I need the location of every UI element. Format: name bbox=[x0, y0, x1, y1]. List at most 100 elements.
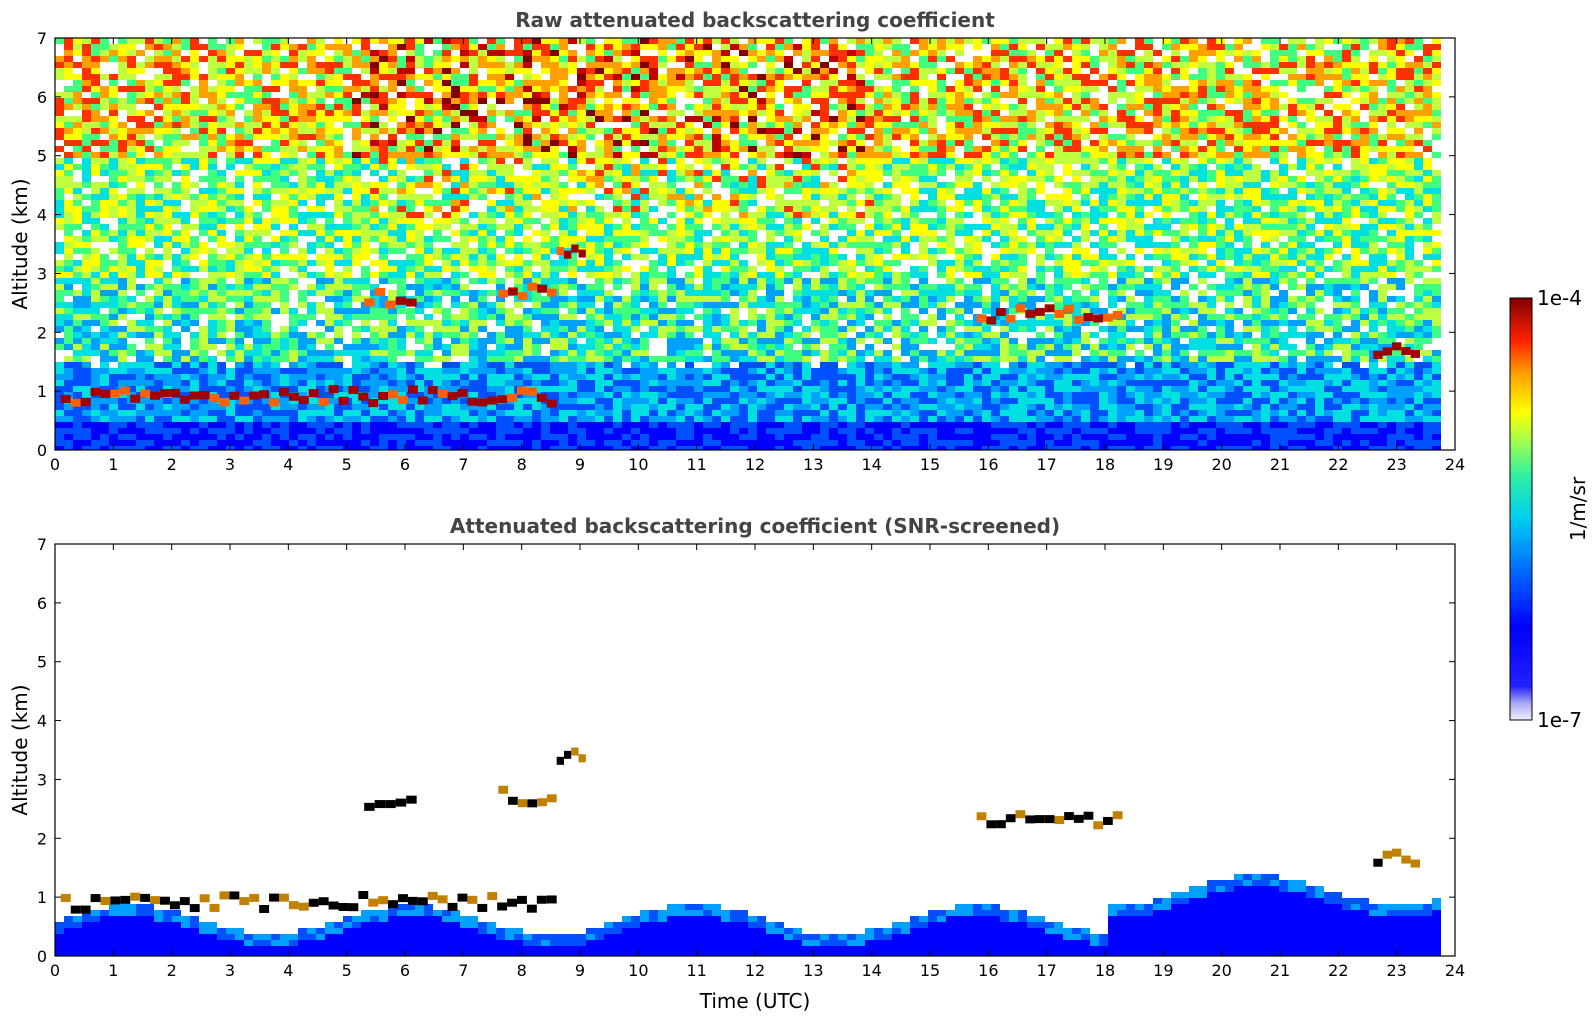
heatmap-cell bbox=[658, 314, 667, 320]
heatmap-cell bbox=[352, 182, 361, 188]
heatmap-cell bbox=[127, 362, 136, 368]
heatmap-cell bbox=[523, 188, 532, 194]
heatmap-cell bbox=[352, 434, 361, 440]
heatmap-cell bbox=[757, 374, 766, 380]
heatmap-cell bbox=[604, 38, 613, 44]
heatmap-cell bbox=[757, 134, 766, 140]
heatmap-cell bbox=[217, 80, 226, 86]
heatmap-cell bbox=[352, 230, 361, 236]
heatmap-cell bbox=[127, 446, 136, 450]
heatmap-cell bbox=[748, 38, 757, 44]
heatmap-cell bbox=[577, 242, 586, 248]
heatmap-cell bbox=[649, 428, 658, 434]
heatmap-cell bbox=[352, 50, 361, 56]
heatmap-cell bbox=[541, 188, 550, 194]
heatmap-cell bbox=[505, 224, 514, 230]
heatmap-cell bbox=[424, 122, 433, 128]
heatmap-cell bbox=[424, 224, 433, 230]
heatmap-cell bbox=[667, 254, 676, 260]
heatmap-cell bbox=[307, 38, 316, 44]
heatmap-cell bbox=[136, 98, 145, 104]
heatmap-cell bbox=[685, 296, 694, 302]
heatmap-cell bbox=[649, 164, 658, 170]
heatmap-cell bbox=[253, 176, 262, 182]
heatmap-cell bbox=[217, 104, 226, 110]
heatmap-cell bbox=[118, 344, 127, 350]
heatmap-cell bbox=[532, 110, 541, 116]
heatmap-cell bbox=[649, 170, 658, 176]
heatmap-cell bbox=[469, 332, 478, 338]
heatmap-cell bbox=[172, 134, 181, 140]
heatmap-cell bbox=[595, 380, 604, 386]
heatmap-cell bbox=[703, 242, 712, 248]
heatmap-cell bbox=[631, 200, 640, 206]
heatmap-cell bbox=[640, 428, 649, 434]
heatmap-cell bbox=[343, 404, 352, 410]
heatmap-cell bbox=[766, 182, 775, 188]
heatmap-cell bbox=[703, 158, 712, 164]
heatmap-cell bbox=[676, 146, 685, 152]
heatmap-cell bbox=[370, 326, 379, 332]
heatmap-cell bbox=[541, 182, 550, 188]
heatmap-cell bbox=[289, 338, 298, 344]
heatmap-cell bbox=[55, 146, 64, 152]
heatmap-cell bbox=[604, 308, 613, 314]
heatmap-cell bbox=[208, 338, 217, 344]
heatmap-cell bbox=[100, 344, 109, 350]
heatmap-cell bbox=[757, 410, 766, 416]
heatmap-cell bbox=[424, 374, 433, 380]
heatmap-cell bbox=[748, 362, 757, 368]
heatmap-cell bbox=[73, 116, 82, 122]
heatmap-cell bbox=[550, 146, 559, 152]
heatmap-cell bbox=[721, 386, 730, 392]
heatmap-cell bbox=[388, 128, 397, 134]
heatmap-cell bbox=[523, 398, 532, 404]
heatmap-cell bbox=[190, 266, 199, 272]
heatmap-cell bbox=[424, 422, 433, 428]
heatmap-cell bbox=[712, 80, 721, 86]
heatmap-cell bbox=[784, 92, 793, 98]
heatmap-cell bbox=[658, 56, 667, 62]
heatmap-cell bbox=[244, 134, 253, 140]
heatmap-cell bbox=[748, 218, 757, 224]
heatmap-cell bbox=[298, 248, 307, 254]
heatmap-cell bbox=[325, 260, 334, 266]
heatmap-cell bbox=[100, 158, 109, 164]
heatmap-cell bbox=[487, 374, 496, 380]
heatmap-cell bbox=[784, 152, 793, 158]
heatmap-cell bbox=[613, 326, 622, 332]
heatmap-cell bbox=[649, 284, 658, 290]
heatmap-cell bbox=[460, 446, 469, 450]
heatmap-cell bbox=[766, 278, 775, 284]
heatmap-cell bbox=[280, 380, 289, 386]
heatmap-cell bbox=[649, 398, 658, 404]
heatmap-cell bbox=[649, 260, 658, 266]
heatmap-cell bbox=[136, 368, 145, 374]
heatmap-cell bbox=[199, 242, 208, 248]
heatmap-cell bbox=[145, 320, 154, 326]
heatmap-cell bbox=[352, 236, 361, 242]
heatmap-cell bbox=[145, 80, 154, 86]
heatmap-cell bbox=[352, 104, 361, 110]
heatmap-cell bbox=[262, 368, 271, 374]
heatmap-cell bbox=[334, 284, 343, 290]
heatmap-cell bbox=[73, 440, 82, 446]
heatmap-cell bbox=[595, 128, 604, 134]
heatmap-cell bbox=[217, 74, 226, 80]
heatmap-cell bbox=[136, 236, 145, 242]
heatmap-cell bbox=[307, 434, 316, 440]
heatmap-cell bbox=[325, 218, 334, 224]
heatmap-cell bbox=[514, 146, 523, 152]
heatmap-cell bbox=[694, 128, 703, 134]
heatmap-cell bbox=[217, 380, 226, 386]
heatmap-cell bbox=[109, 200, 118, 206]
heatmap-cell bbox=[91, 410, 100, 416]
heatmap-cell bbox=[523, 422, 532, 428]
heatmap-cell bbox=[703, 260, 712, 266]
heatmap-cell bbox=[541, 320, 550, 326]
heatmap-cell bbox=[253, 230, 262, 236]
heatmap-cell bbox=[91, 122, 100, 128]
heatmap-cell bbox=[253, 404, 262, 410]
heatmap-cell bbox=[505, 62, 514, 68]
heatmap-cell bbox=[523, 242, 532, 248]
